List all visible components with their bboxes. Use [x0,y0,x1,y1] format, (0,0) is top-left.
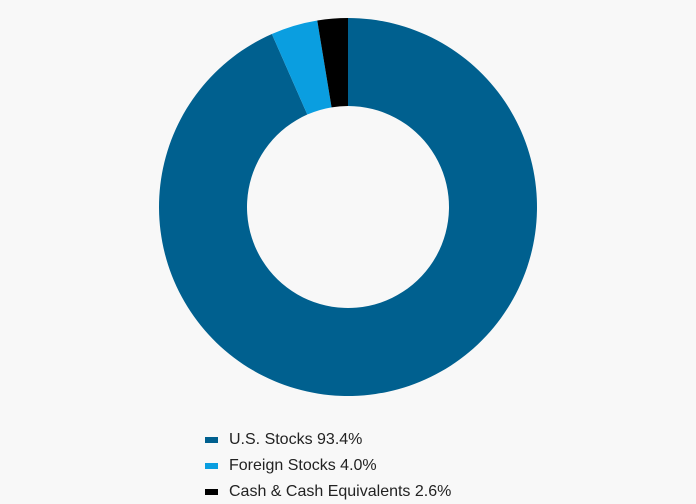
legend-swatch [205,463,218,469]
donut-slice [317,18,348,108]
donut-slice [158,18,537,396]
legend-category: U.S. Stocks [229,431,313,448]
legend-value: 2.6% [415,483,451,500]
legend-label: U.S. Stocks 93.4% [229,431,362,448]
legend-swatch [205,437,218,443]
legend-value: 4.0% [340,457,376,474]
legend-swatch [205,489,218,495]
legend-label: Foreign Stocks 4.0% [229,457,377,474]
donut-slice [271,20,332,115]
legend-category: Foreign Stocks [229,457,336,474]
legend-value: 93.4% [317,431,362,448]
legend-category: Cash & Cash Equivalents [229,483,410,500]
legend-label: Cash & Cash Equivalents 2.6% [229,483,451,500]
